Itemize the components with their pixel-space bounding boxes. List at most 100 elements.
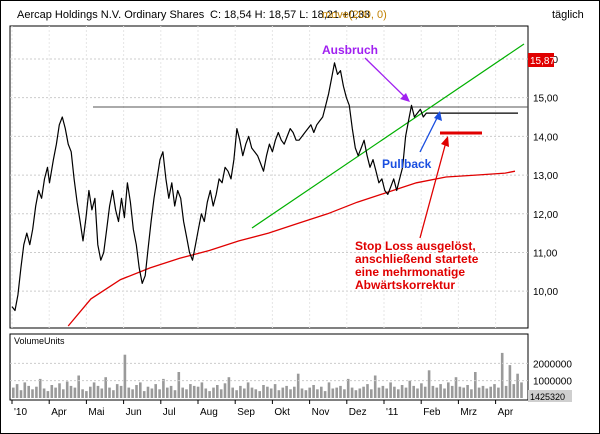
volume-bar — [200, 382, 204, 398]
volume-bar — [431, 385, 435, 398]
x-tick-label: '11 — [386, 407, 399, 418]
volume-bar — [489, 386, 492, 398]
volume-bar — [50, 385, 54, 398]
volume-panel: VolumeUnits 2000000 1000000 1425320 — [9, 333, 572, 402]
volume-bar — [427, 370, 431, 398]
x-axis: '10 Apr Mai Jun Jul Aug Sep Okt Nov Dez '11 Feb Mrz A… — [11, 400, 514, 418]
volume-bar — [397, 389, 400, 398]
annotations: Ausbruch Pullback Stop Loss ausgelöst, a… — [322, 43, 482, 292]
pullback-arrowhead — [434, 111, 442, 121]
volume-bar — [142, 391, 146, 398]
volume-bar — [92, 382, 96, 398]
volume-bar — [131, 389, 134, 398]
volume-bar — [158, 389, 161, 398]
volume-bar — [169, 385, 173, 398]
volume-bar — [104, 377, 107, 398]
volume-bar — [477, 387, 481, 398]
volume-bar — [31, 389, 34, 398]
x-tick-label: Feb — [423, 407, 441, 418]
volume-bar — [504, 385, 508, 398]
period-label[interactable]: täglich — [552, 9, 584, 21]
volume-bar — [393, 386, 396, 398]
volume-bar — [166, 387, 169, 398]
volume-bar — [15, 384, 19, 398]
ausbruch-arrowhead — [400, 93, 410, 102]
volume-bar — [470, 389, 473, 398]
annotation-stoploss-line1: Stop Loss ausgelöst, — [355, 239, 476, 253]
volume-bar — [135, 385, 138, 398]
volume-bar — [481, 385, 485, 398]
volume-bar — [304, 390, 308, 398]
volume-bar — [19, 390, 23, 398]
volume-bar — [204, 388, 208, 398]
volume-bar — [400, 385, 404, 398]
volume-bar — [277, 390, 281, 398]
volume-bar — [512, 384, 516, 398]
volume-bar — [150, 388, 154, 398]
volume-bar — [370, 389, 373, 398]
volume-y-tick-label: 1000000 — [533, 377, 572, 388]
volume-bar — [162, 378, 165, 398]
volume-bar — [485, 388, 489, 398]
price-plot-area — [9, 25, 529, 329]
x-tick-label: Sep — [237, 407, 255, 418]
volume-bar — [289, 389, 292, 398]
volume-y-axis: 2000000 1000000 — [533, 359, 572, 387]
volume-bar — [27, 385, 30, 398]
volume-bar — [246, 382, 250, 398]
volume-bar — [285, 385, 288, 398]
x-tick-label: Apr — [498, 407, 514, 418]
volume-bar — [212, 387, 215, 398]
volume-bar — [439, 384, 442, 398]
volume-bar — [250, 387, 254, 398]
annotation-ausbruch: Ausbruch — [322, 43, 378, 57]
volume-bar — [346, 378, 350, 398]
volume-bar — [293, 386, 296, 398]
volume-bar — [500, 352, 504, 398]
volume-bar — [108, 387, 111, 398]
volume-bar — [69, 385, 73, 398]
volume-bar — [262, 385, 265, 398]
volume-bar — [466, 385, 469, 398]
volume-bar — [266, 386, 269, 398]
volume-bar — [189, 384, 192, 398]
volume-bar — [423, 386, 427, 398]
annotation-stoploss-line3: eine mehrmonatige — [355, 265, 465, 279]
volume-bar — [196, 386, 200, 398]
volume-bar — [308, 387, 311, 398]
volume-y-tick-label: 2000000 — [533, 359, 572, 370]
volume-bar — [450, 385, 454, 398]
volume-bar — [312, 385, 315, 398]
volume-plot-area — [9, 333, 529, 401]
volume-bar — [100, 388, 104, 398]
volume-bar — [219, 389, 223, 398]
volume-bar — [54, 387, 57, 398]
volume-bar — [327, 382, 331, 398]
volume-bar — [385, 388, 388, 398]
volume-bar — [362, 386, 365, 398]
volume-bar — [316, 389, 319, 398]
volume-bar — [389, 382, 392, 398]
last-volume-badge — [528, 390, 572, 402]
x-tick-label: Aug — [200, 407, 218, 418]
volume-bar — [208, 391, 211, 398]
volume-bar — [231, 387, 234, 398]
annotation-stoploss-line4: Abwärtskorrektur — [355, 278, 455, 292]
volume-bar — [239, 385, 242, 398]
volume-bar — [65, 381, 69, 398]
volume-bar — [281, 387, 285, 398]
x-tick-label: Dez — [349, 407, 367, 418]
volume-bar — [235, 390, 238, 398]
volume-bar — [408, 380, 412, 398]
volume-bar — [273, 384, 277, 398]
volume-bar — [339, 385, 342, 398]
volume-bar — [146, 386, 150, 398]
volume-bars — [10, 352, 528, 398]
volume-bar — [223, 383, 227, 398]
volume-bar — [181, 387, 184, 398]
volume-bar — [331, 388, 335, 398]
last-price-badge — [528, 53, 554, 67]
